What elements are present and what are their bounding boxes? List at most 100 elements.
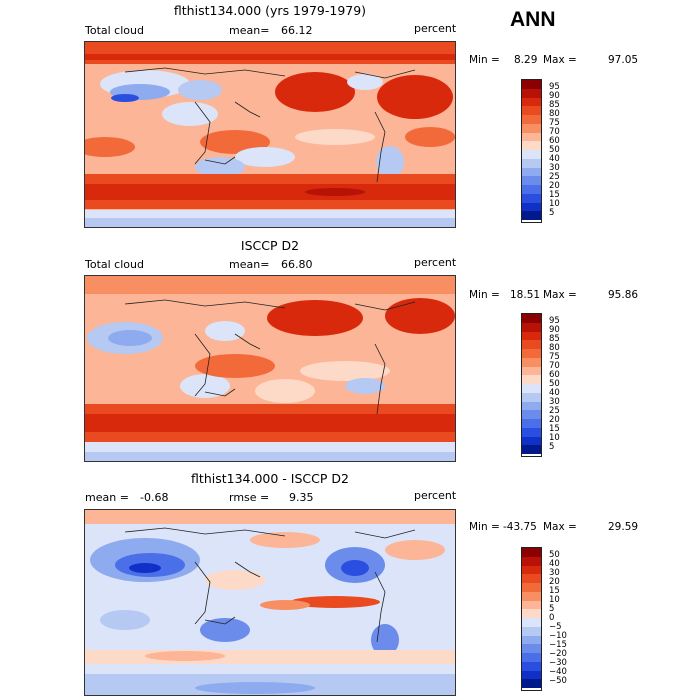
colorbar-segment bbox=[522, 106, 541, 115]
colorbar-tick-label: 40 bbox=[549, 154, 560, 164]
colorbar-segment bbox=[522, 349, 541, 358]
colorbar-segment bbox=[522, 591, 541, 601]
colorbar-segment bbox=[522, 574, 541, 583]
colorbar-segment bbox=[522, 661, 541, 671]
colorbar-segment bbox=[522, 322, 541, 332]
colorbar-tick-label: 50 bbox=[549, 379, 560, 389]
panel-1-mean-label: mean= bbox=[229, 24, 270, 37]
panel-1-units: percent bbox=[414, 22, 457, 35]
colorbar-tick-label: 5 bbox=[549, 208, 555, 218]
colorbar-tick-label: 60 bbox=[549, 370, 560, 380]
colorbar-tick-label: −40 bbox=[549, 667, 567, 677]
colorbar-segment bbox=[522, 366, 541, 376]
panel-2-variable-label: Total cloud bbox=[85, 258, 144, 271]
panel-3-mean-value: -0.68 bbox=[140, 491, 169, 504]
colorbar-tick-label: 90 bbox=[549, 91, 560, 101]
colorbar-tick-label: 15 bbox=[549, 190, 560, 200]
colorbar-segment bbox=[522, 384, 541, 393]
colorbar-tick-label: 5 bbox=[549, 604, 555, 614]
colorbar-segment bbox=[522, 314, 541, 323]
panel-1-mean-value: 66.12 bbox=[281, 24, 313, 37]
colorbar-tick-label: 10 bbox=[549, 595, 560, 605]
panel-2-min-value: 18.51 bbox=[510, 289, 541, 301]
colorbar-segment bbox=[522, 565, 541, 575]
colorbar-segment bbox=[522, 670, 541, 680]
panel-3-colorbar bbox=[521, 547, 542, 691]
colorbar-tick-label: 20 bbox=[549, 181, 560, 191]
panel-1-title: flthist134.000 (yrs 1979-1979) bbox=[173, 3, 367, 18]
colorbar-segment bbox=[522, 644, 541, 653]
colorbar-tick-label: 85 bbox=[549, 334, 560, 344]
colorbar-tick-label: 60 bbox=[549, 136, 560, 146]
panel-1-map bbox=[84, 41, 456, 228]
colorbar-segment bbox=[522, 548, 541, 557]
colorbar-tick-label: −10 bbox=[549, 631, 567, 641]
colorbar-segment bbox=[522, 600, 541, 610]
colorbar-segment bbox=[522, 427, 541, 437]
colorbar-segment bbox=[522, 635, 541, 645]
colorbar-segment bbox=[522, 88, 541, 98]
colorbar-segment bbox=[522, 167, 541, 177]
panel-1-variable-label: Total cloud bbox=[85, 24, 144, 37]
colorbar-tick-label: 75 bbox=[549, 352, 560, 362]
season-label: ANN bbox=[510, 8, 556, 31]
colorbar-segment bbox=[522, 583, 541, 592]
colorbar-tick-label: 10 bbox=[549, 199, 560, 209]
colorbar-segment bbox=[522, 556, 541, 566]
colorbar-segment bbox=[522, 375, 541, 384]
colorbar-tick-label: 75 bbox=[549, 118, 560, 128]
colorbar-tick-label: 30 bbox=[549, 568, 560, 578]
colorbar-segment bbox=[522, 679, 541, 688]
panel-2-units: percent bbox=[414, 256, 457, 269]
panel-3-title: flthist134.000 - ISCCP D2 bbox=[191, 471, 349, 486]
colorbar-tick-label: 90 bbox=[549, 325, 560, 335]
colorbar-segment bbox=[522, 419, 541, 428]
colorbar-segment bbox=[522, 410, 541, 419]
panel-3-max-value: 29.59 bbox=[608, 521, 639, 533]
colorbar-segment bbox=[522, 436, 541, 446]
colorbar-segment bbox=[522, 141, 541, 150]
colorbar-tick-label: −5 bbox=[549, 622, 562, 632]
colorbar-tick-label: 20 bbox=[549, 415, 560, 425]
colorbar-segment bbox=[522, 176, 541, 185]
colorbar-tick-label: 70 bbox=[549, 127, 560, 137]
colorbar-segment bbox=[522, 392, 541, 402]
colorbar-segment bbox=[522, 331, 541, 341]
panel-3-max-label: Max = bbox=[543, 521, 577, 533]
colorbar-tick-label: 40 bbox=[549, 388, 560, 398]
colorbar-segment bbox=[522, 158, 541, 168]
colorbar-tick-label: 70 bbox=[549, 361, 560, 371]
colorbar-tick-label: 50 bbox=[549, 550, 560, 560]
colorbar-segment bbox=[522, 618, 541, 627]
colorbar-segment bbox=[522, 185, 541, 194]
colorbar-tick-label: 40 bbox=[549, 559, 560, 569]
colorbar-segment bbox=[522, 97, 541, 107]
panel-3-min-value: -43.75 bbox=[503, 521, 537, 533]
colorbar-tick-label: 20 bbox=[549, 577, 560, 587]
colorbar-segment bbox=[522, 445, 541, 454]
panel-3-units: percent bbox=[414, 489, 457, 502]
panel-3-min-label: Min = bbox=[469, 521, 500, 533]
colorbar-tick-label: 95 bbox=[549, 316, 560, 326]
panel-1-min-label: Min = bbox=[469, 54, 500, 66]
panel-2-colorbar bbox=[521, 313, 542, 457]
colorbar-tick-label: 30 bbox=[549, 397, 560, 407]
colorbar-segment bbox=[522, 202, 541, 212]
colorbar-tick-label: 5 bbox=[549, 442, 555, 452]
colorbar-tick-label: 80 bbox=[549, 109, 560, 119]
colorbar-tick-label: 30 bbox=[549, 163, 560, 173]
panel-1-max-value: 97.05 bbox=[608, 54, 639, 66]
colorbar-tick-label: −50 bbox=[549, 676, 567, 686]
colorbar-tick-label: 95 bbox=[549, 82, 560, 92]
panel-2-max-value: 95.86 bbox=[608, 289, 639, 301]
panel-2-mean-label: mean= bbox=[229, 258, 270, 271]
panel-1-min-value: 8.29 bbox=[514, 54, 538, 66]
panel-3-map bbox=[84, 509, 456, 696]
colorbar-segment bbox=[522, 401, 541, 411]
colorbar-tick-label: −30 bbox=[549, 658, 567, 668]
panel-1-max-label: Max = bbox=[543, 54, 577, 66]
colorbar-tick-label: −20 bbox=[549, 649, 567, 659]
colorbar-segment bbox=[522, 211, 541, 220]
panel-3-mean-label: mean = bbox=[85, 491, 129, 504]
colorbar-tick-label: 0 bbox=[549, 613, 555, 623]
